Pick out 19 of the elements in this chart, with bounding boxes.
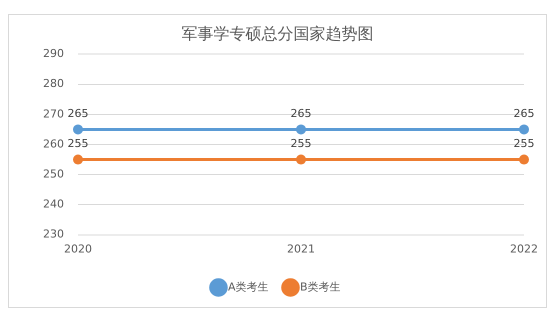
x-tick-label: 2020: [64, 242, 92, 256]
y-tick-label: 280: [42, 77, 64, 90]
data-label: 255: [514, 136, 535, 150]
chart-title: 军事学专硕总分国家趋势图: [182, 24, 374, 43]
data-label: 265: [67, 106, 88, 120]
y-tick-label: 260: [42, 137, 64, 150]
data-label: 255: [67, 136, 88, 150]
y-tick-label: 230: [42, 228, 64, 241]
data-label: 265: [514, 106, 535, 120]
y-tick-label: 270: [42, 107, 64, 120]
y-tick-label: 290: [42, 47, 64, 60]
data-label: 255: [290, 136, 312, 150]
x-tick-label: 2021: [287, 242, 315, 256]
legend-label: A类考生: [228, 280, 268, 294]
y-tick-label: 240: [42, 198, 64, 211]
legend-label: B类考生: [300, 280, 341, 294]
y-tick-label: 250: [42, 167, 64, 180]
x-tick-label: 2022: [510, 242, 538, 256]
data-label: 265: [290, 106, 312, 120]
